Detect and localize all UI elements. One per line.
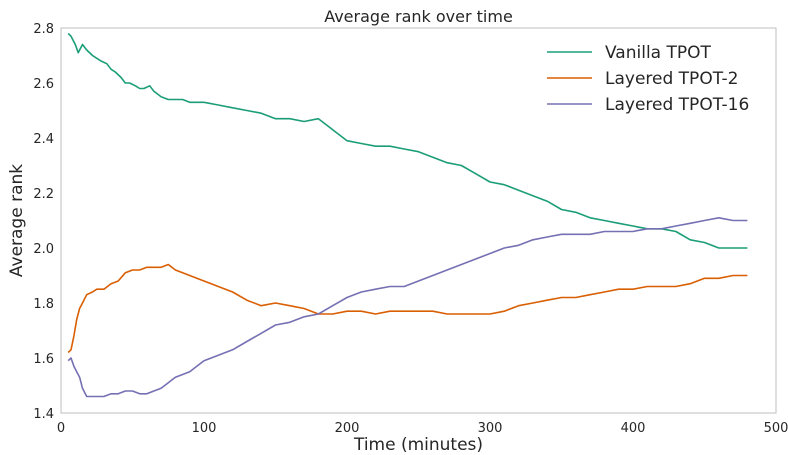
x-axis-ticks: 0 100 200 300 400 500 [57,421,788,436]
x-tick-label: 200 [335,421,360,436]
series-layer [67,32,748,398]
y-tick-label: 2.8 [33,22,54,37]
y-tick-label: 2.2 [33,187,54,202]
plot-frame [60,27,777,414]
x-tick-label: 300 [478,421,503,436]
x-tick-label: 100 [192,421,217,436]
legend-label: Layered TPOT-2 [605,69,738,89]
legend: Vanilla TPOT Layered TPOT-2 Layered TPOT-1… [547,43,749,115]
x-tick-label: 500 [764,421,788,436]
x-tick-label: 0 [57,421,65,436]
series-line-0 [67,32,748,249]
y-tick-label: 2.6 [33,77,54,92]
series-line-2 [67,217,748,398]
y-tick-label: 1.4 [33,407,54,422]
legend-label: Layered TPOT-16 [605,95,749,115]
plot-area [60,27,777,414]
y-tick-label: 2.4 [33,132,54,147]
y-tick-label: 1.8 [33,297,54,312]
y-tick-label: 2.0 [33,242,54,257]
x-axis-label: Time (minutes) [353,435,483,455]
y-axis-label: Average rank [7,164,27,277]
chart-title: Average rank over time [324,7,513,26]
series-line-1 [67,263,748,354]
legend-label: Vanilla TPOT [605,43,712,63]
y-axis-ticks: 1.4 1.6 1.8 2.0 2.2 2.4 2.6 2.8 [33,22,54,422]
y-tick-label: 1.6 [33,352,54,367]
x-tick-label: 400 [621,421,646,436]
